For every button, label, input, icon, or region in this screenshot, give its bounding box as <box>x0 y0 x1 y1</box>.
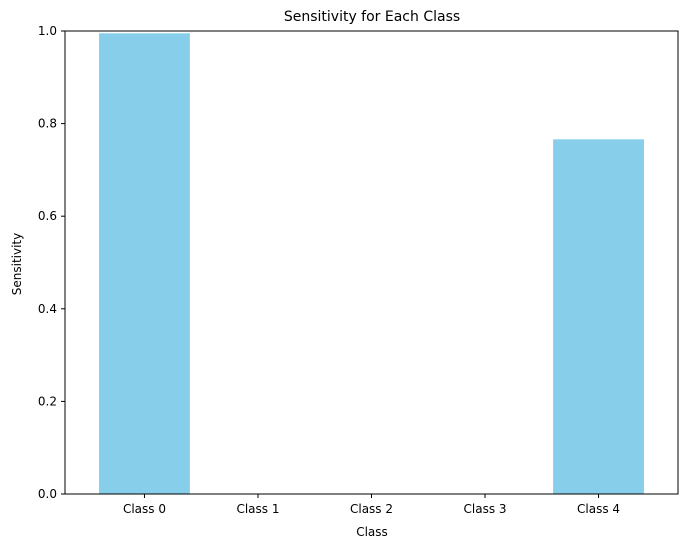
chart-title: Sensitivity for Each Class <box>284 9 460 25</box>
x-tick-label: Class 2 <box>350 502 393 516</box>
x-tick-label: Class 1 <box>236 502 279 516</box>
bar-class-0 <box>99 33 190 494</box>
x-axis-label: Class <box>356 525 388 539</box>
y-tick-label: 0.8 <box>38 117 57 131</box>
bar-class-4 <box>553 139 644 495</box>
y-tick-label: 1.0 <box>38 24 57 38</box>
x-tick-label: Class 4 <box>577 502 620 516</box>
y-tick-label: 0.2 <box>38 394 57 408</box>
y-tick-label: 0.4 <box>38 302 57 316</box>
y-tick-label: 0.6 <box>38 209 57 223</box>
ticks-layer: 0.0 0.2 0.4 0.6 0.8 1.0 Class 0 Class 1 Class 2 C… <box>38 24 620 516</box>
x-tick-label: Class 3 <box>464 502 507 516</box>
x-tick-label: Class 0 <box>123 502 166 516</box>
bars-layer <box>99 33 644 495</box>
y-tick-label: 0.0 <box>38 487 57 501</box>
y-axis-label: Sensitivity <box>10 233 24 295</box>
